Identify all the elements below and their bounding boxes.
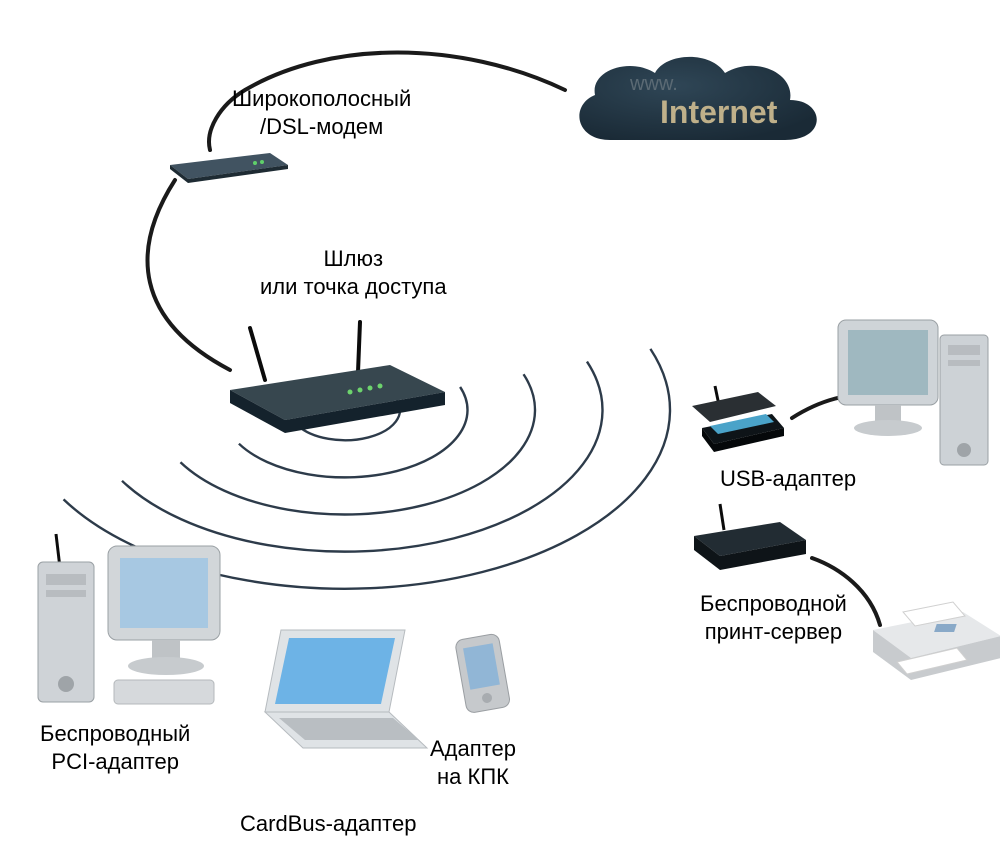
usb-adapter-device: [680, 380, 790, 460]
print-server-label: Беспроводной принт-сервер: [700, 590, 847, 645]
printer: [855, 580, 1000, 690]
desktop-pc-left: [30, 520, 230, 715]
wireless-router: [210, 320, 450, 435]
svg-text:www.: www.: [629, 73, 678, 95]
laptop: [245, 620, 430, 760]
pda-label: Адаптер на КПК: [430, 735, 516, 790]
pci-adapter-label: Беспроводный PCI-адаптер: [40, 720, 190, 775]
usb-adapter-label: USB-адаптер: [720, 465, 856, 493]
laptop-label: CardBus-адаптер: [240, 810, 416, 838]
modem-label: Широкополосный /DSL-модем: [232, 85, 411, 140]
desktop-pc-right: [830, 300, 995, 480]
router-label: Шлюз или точка доступа: [260, 245, 447, 300]
internet-cloud: www. Internet: [560, 45, 830, 165]
wireless-print-server: [680, 500, 810, 575]
svg-text:Internet: Internet: [660, 94, 778, 130]
pda-device: [455, 630, 515, 720]
dsl-modem: [160, 135, 290, 183]
